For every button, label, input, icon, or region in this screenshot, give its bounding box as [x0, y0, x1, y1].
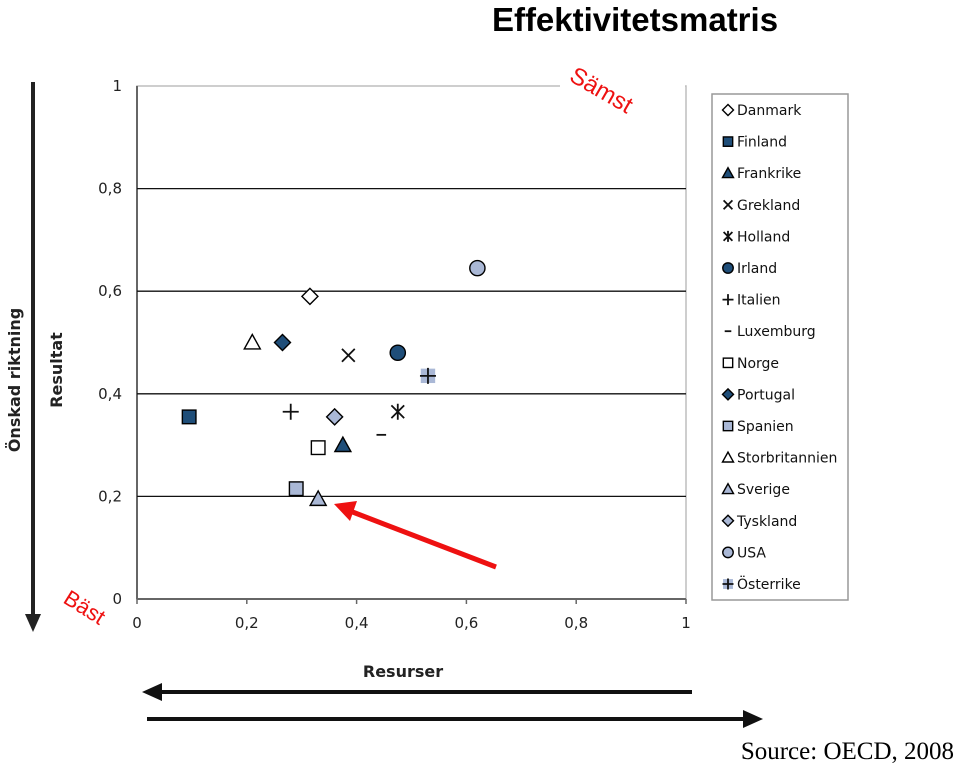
legend-label: Irland [737, 261, 777, 277]
legend-label: Italien [737, 293, 780, 309]
legend-item-tyskland: Tyskland [721, 514, 797, 530]
x-tick-label: 1 [681, 614, 691, 632]
legend-label: Frankrike [737, 166, 801, 182]
point-frankrike [333, 435, 353, 453]
legend-label: Grekland [737, 198, 800, 214]
legend-label: Spanien [737, 419, 794, 435]
legend-label: Portugal [737, 387, 795, 403]
best-annotation: Bäst [59, 585, 110, 630]
y-tick-label: 0,2 [98, 487, 122, 505]
legend-label: Sverige [737, 482, 790, 498]
legend-item-spanien: Spanien [722, 419, 794, 435]
x-tick-label: 0,2 [235, 614, 259, 632]
legend-label: Tyskland [736, 514, 797, 530]
legend-label: Storbritannien [737, 451, 837, 467]
legend-item-holland: Holland [722, 229, 790, 245]
point-spanien [288, 481, 304, 497]
x-tick-label: 0 [132, 614, 142, 632]
gridlines [137, 187, 686, 498]
desired-direction-arrowhead [25, 614, 41, 632]
point-holland [390, 403, 405, 420]
desired-direction-label: Önskad riktning [5, 308, 24, 452]
legend-item-irland: Irland [722, 261, 777, 277]
legend-item-italien: Italien [722, 293, 780, 309]
resource-arrow-right-head [743, 710, 763, 728]
resource-arrow-left-head [142, 683, 162, 701]
legend-item-danmark: Danmark [721, 103, 802, 119]
plot-area [136, 85, 687, 600]
y-tick-labels: 0 0,2 0,4 0,6 0,8 1 [98, 77, 122, 608]
chart-title: Effektivitetsmatris [491, 1, 779, 38]
highlight-arrowhead [334, 501, 357, 521]
legend-item-norge: Norge [722, 356, 779, 372]
x-axis-label: Resurser [363, 662, 443, 681]
point--sterrike [419, 367, 436, 384]
legend-label: Norge [737, 356, 779, 372]
legend-label: Luxemburg [737, 324, 816, 340]
point-portugal [273, 333, 292, 352]
legend-label: Holland [737, 229, 790, 245]
legend-item-sverige: Sverige [721, 482, 790, 498]
x-tick-label: 0,6 [454, 614, 478, 632]
legend-item-portugal: Portugal [721, 387, 795, 403]
legend-label: Danmark [737, 103, 802, 119]
legend-item-storbritannien: Storbritannien [721, 451, 837, 467]
legend-item-grekland: Grekland [722, 198, 800, 214]
source-note: Source: OECD, 2008 [740, 738, 954, 765]
point-italien [282, 403, 299, 420]
y-tick-label: 0,8 [98, 180, 122, 198]
legend-item--sterrike: Österrike [722, 575, 801, 593]
y-tick-label: 0 [112, 590, 122, 608]
data-points [181, 259, 486, 507]
x-tick-label: 0,8 [564, 614, 588, 632]
legend-item-usa: USA [722, 545, 766, 561]
legend: Danmark Finland Frankrike Grekland Holland Ir… [721, 103, 837, 593]
x-tick-label: 0,4 [345, 614, 369, 632]
point-storbritannien [243, 333, 262, 350]
point-usa [469, 259, 486, 277]
legend-item-luxemburg: Luxemburg [724, 324, 816, 340]
point-irland [389, 344, 407, 362]
y-axis-label: Resultat [47, 332, 66, 408]
point-danmark [300, 287, 319, 306]
legend-box [711, 93, 849, 601]
highlight-arrow [349, 508, 497, 570]
worst-label-bg [560, 66, 685, 148]
point-finland [181, 409, 197, 425]
y-tick-label: 1 [112, 77, 122, 95]
y-tick-label: 0,4 [98, 385, 122, 403]
legend-label: Finland [737, 135, 787, 151]
point-norge [310, 440, 326, 456]
point-tyskland [325, 407, 344, 426]
legend-label: USA [737, 545, 766, 561]
x-tick-labels: 0 0,2 0,4 0,6 0,8 1 [132, 599, 691, 632]
y-tick-label: 0,6 [98, 282, 122, 300]
point-sverige [308, 489, 328, 507]
legend-label: Österrike [737, 575, 801, 593]
point-grekland [341, 348, 356, 363]
legend-item-finland: Finland [722, 135, 787, 151]
legend-item-frankrike: Frankrike [721, 166, 801, 182]
